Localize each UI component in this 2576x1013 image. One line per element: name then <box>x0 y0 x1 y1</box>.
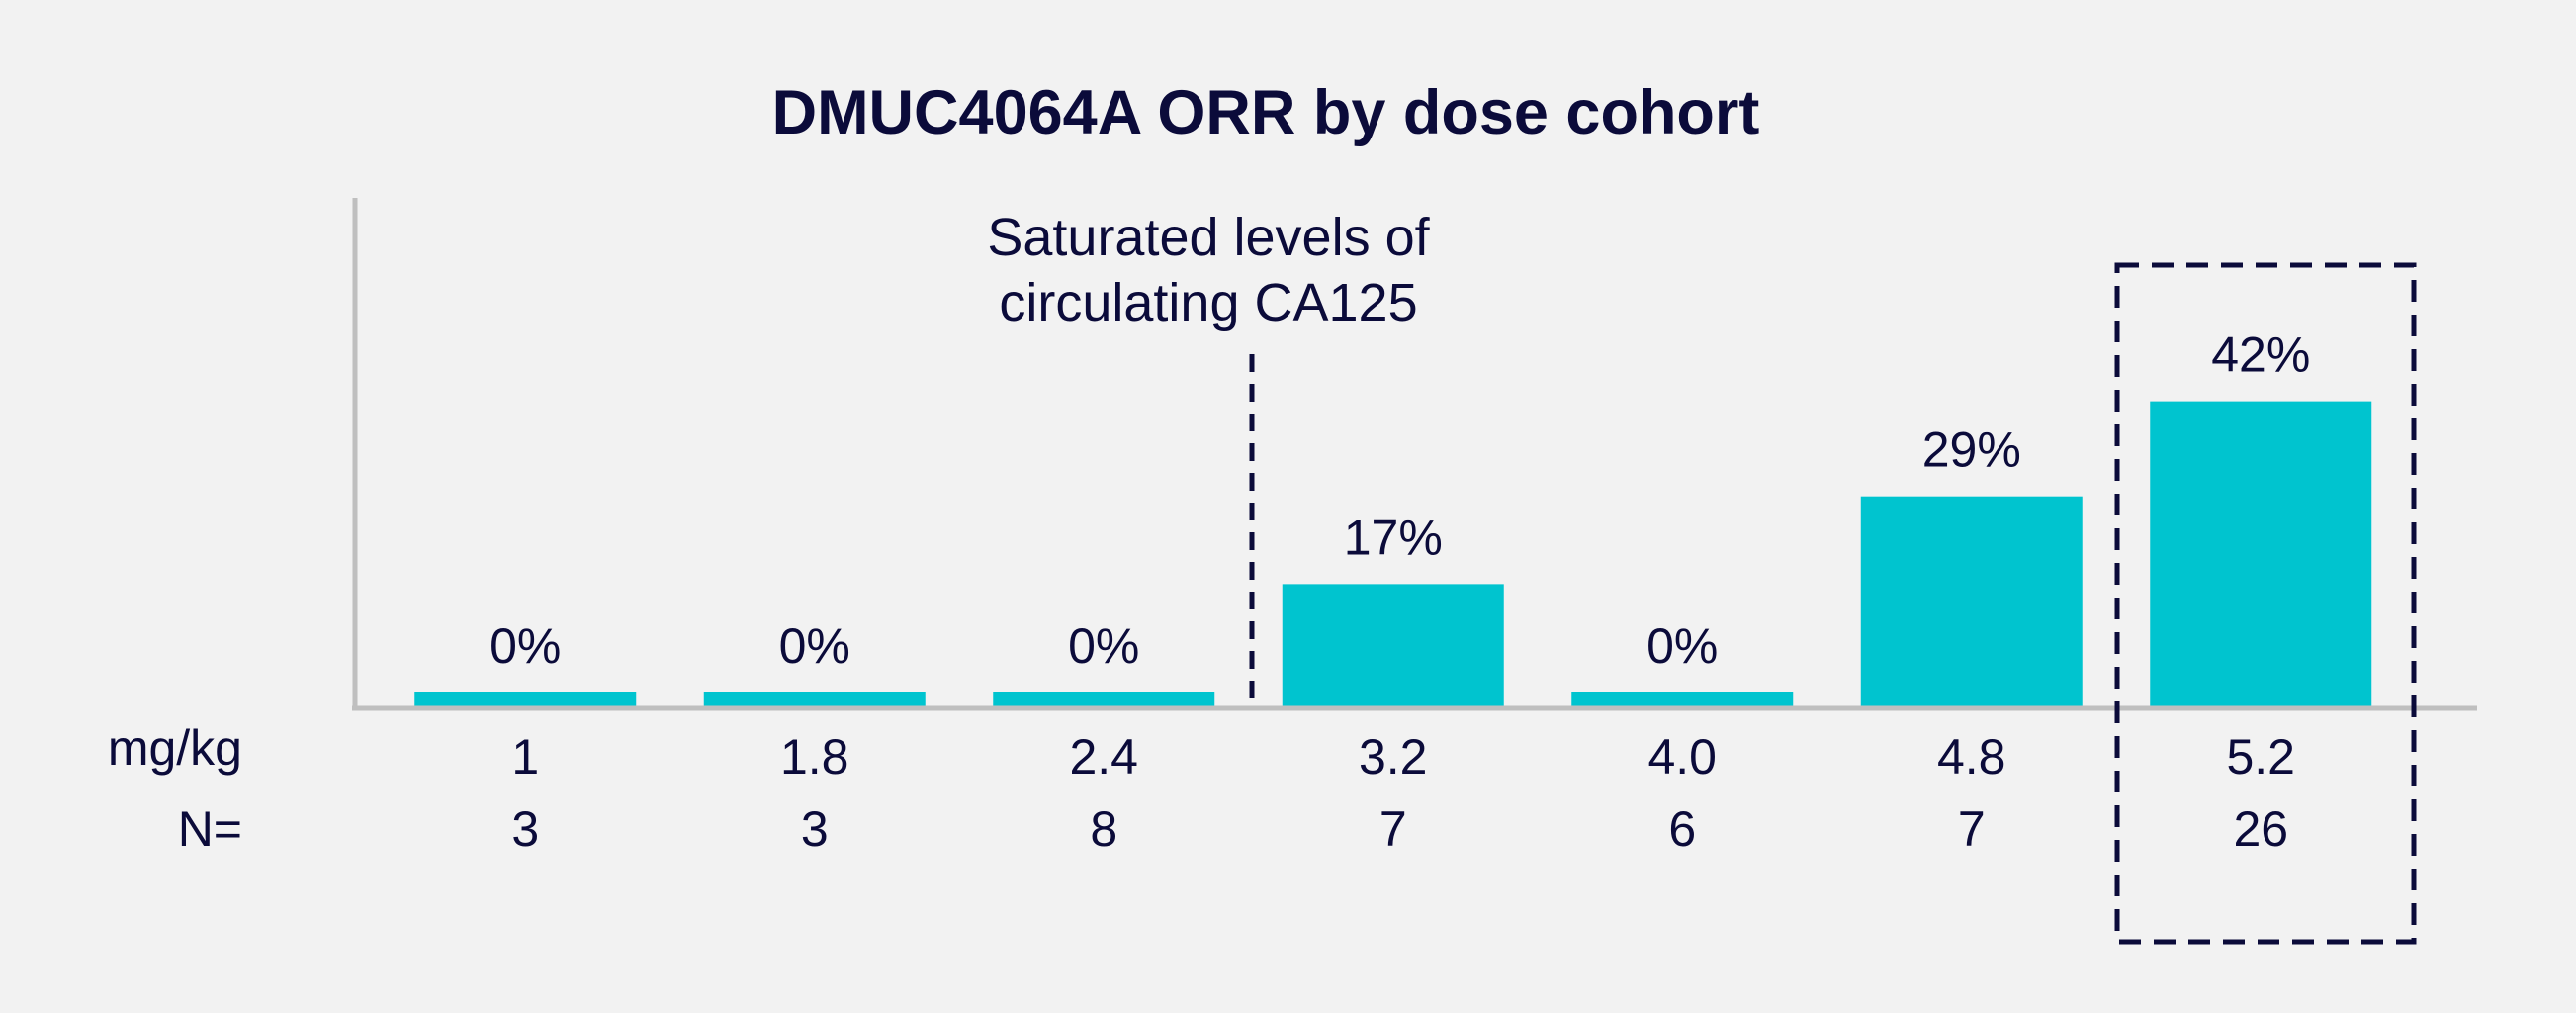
highlight-box <box>2114 262 2417 945</box>
value-label-5-2: 42% <box>2211 327 2310 383</box>
value-label-4-0: 0% <box>1646 618 1718 674</box>
value-label-1: 0% <box>489 618 561 674</box>
value-label-3-2: 17% <box>1344 509 1443 565</box>
x-tick-1-8: 1.8 <box>780 729 849 784</box>
n-value-4-0: 6 <box>1668 801 1696 857</box>
value-label-2-4: 0% <box>1068 618 1139 674</box>
x-tick-3-2: 3.2 <box>1359 729 1428 784</box>
n-value-labels: 3 3 8 7 6 7 26 <box>511 801 2288 857</box>
value-label-4-8: 29% <box>1922 422 2021 478</box>
bar-5-2 <box>2150 401 2372 708</box>
x-tick-1: 1 <box>511 729 539 784</box>
bar-1-8 <box>703 692 926 708</box>
x-axis-label: mg/kg <box>108 720 242 776</box>
n-value-1-8: 3 <box>801 801 829 857</box>
bar-4-0 <box>1571 692 1794 708</box>
annotation-line-2: circulating CA125 <box>999 273 1417 332</box>
x-tick-4-8: 4.8 <box>1937 729 2006 784</box>
value-labels: 0% 0% 0% 17% 0% 29% 42% <box>489 327 2310 674</box>
annotation-line-1: Saturated levels of <box>987 208 1430 267</box>
x-tick-4-0: 4.0 <box>1647 729 1717 784</box>
bar-1 <box>414 692 637 708</box>
x-tick-labels: 1 1.8 2.4 3.2 4.0 4.8 5.2 <box>511 729 2295 784</box>
n-value-3-2: 7 <box>1379 801 1407 857</box>
x-tick-2-4: 2.4 <box>1069 729 1138 784</box>
bar-series <box>414 401 2372 708</box>
bar-2-4 <box>993 692 1215 708</box>
n-value-4-8: 7 <box>1958 801 1986 857</box>
n-value-1: 3 <box>511 801 539 857</box>
n-value-2-4: 8 <box>1090 801 1117 857</box>
saturation-annotation: Saturated levels of circulating CA125 <box>987 208 1430 332</box>
value-label-1-8: 0% <box>779 618 850 674</box>
bar-4-8 <box>1860 496 2083 708</box>
bar-3-2 <box>1282 584 1504 708</box>
chart-title: DMUC4064A ORR by dose cohort <box>772 78 1760 147</box>
n-value-5-2: 26 <box>2233 801 2288 857</box>
n-row-label: N= <box>178 801 242 857</box>
x-tick-5-2: 5.2 <box>2226 729 2295 784</box>
